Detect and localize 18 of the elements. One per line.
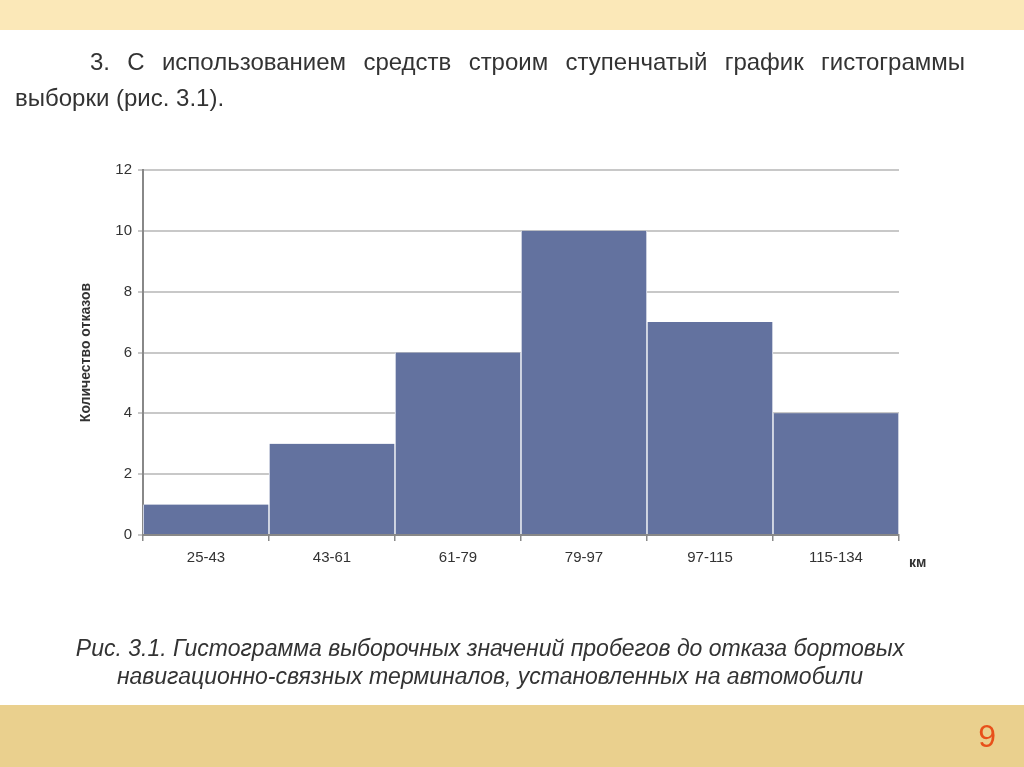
y-tick-label: 2 bbox=[123, 464, 132, 482]
text: 9 bbox=[978, 717, 996, 755]
y-tick-label: 6 bbox=[123, 342, 132, 360]
text: Рис. 3.1. Гистограмма выборочных значений пробегов до отказа бортовых навигационно-связных терминалов, установленных на автомобили bbox=[74, 634, 906, 690]
y-axis-title: Количество отказов bbox=[77, 282, 94, 423]
x-tick-label: 61-79 bbox=[438, 548, 478, 566]
x-tick-label: 97-115 bbox=[687, 548, 733, 566]
y-tick-label: 12 bbox=[115, 160, 132, 178]
x-tick-label: 43-61 bbox=[312, 548, 352, 566]
y-tick-label: 10 bbox=[115, 220, 132, 238]
y-tick-label: 0 bbox=[123, 525, 132, 543]
x-tick-label: 79-97 bbox=[564, 548, 604, 566]
x-axis-title: км bbox=[909, 553, 927, 570]
y-tick-label: 8 bbox=[123, 281, 132, 299]
y-tick-label: 4 bbox=[123, 403, 132, 421]
x-tick-label: 115-134 bbox=[809, 548, 863, 566]
chart-title: 3. С использованием средств строим ступенчатый график гистограммы выборки (рис. 3.1). bbox=[15, 47, 965, 113]
x-tick-label: 25-43 bbox=[186, 548, 226, 566]
